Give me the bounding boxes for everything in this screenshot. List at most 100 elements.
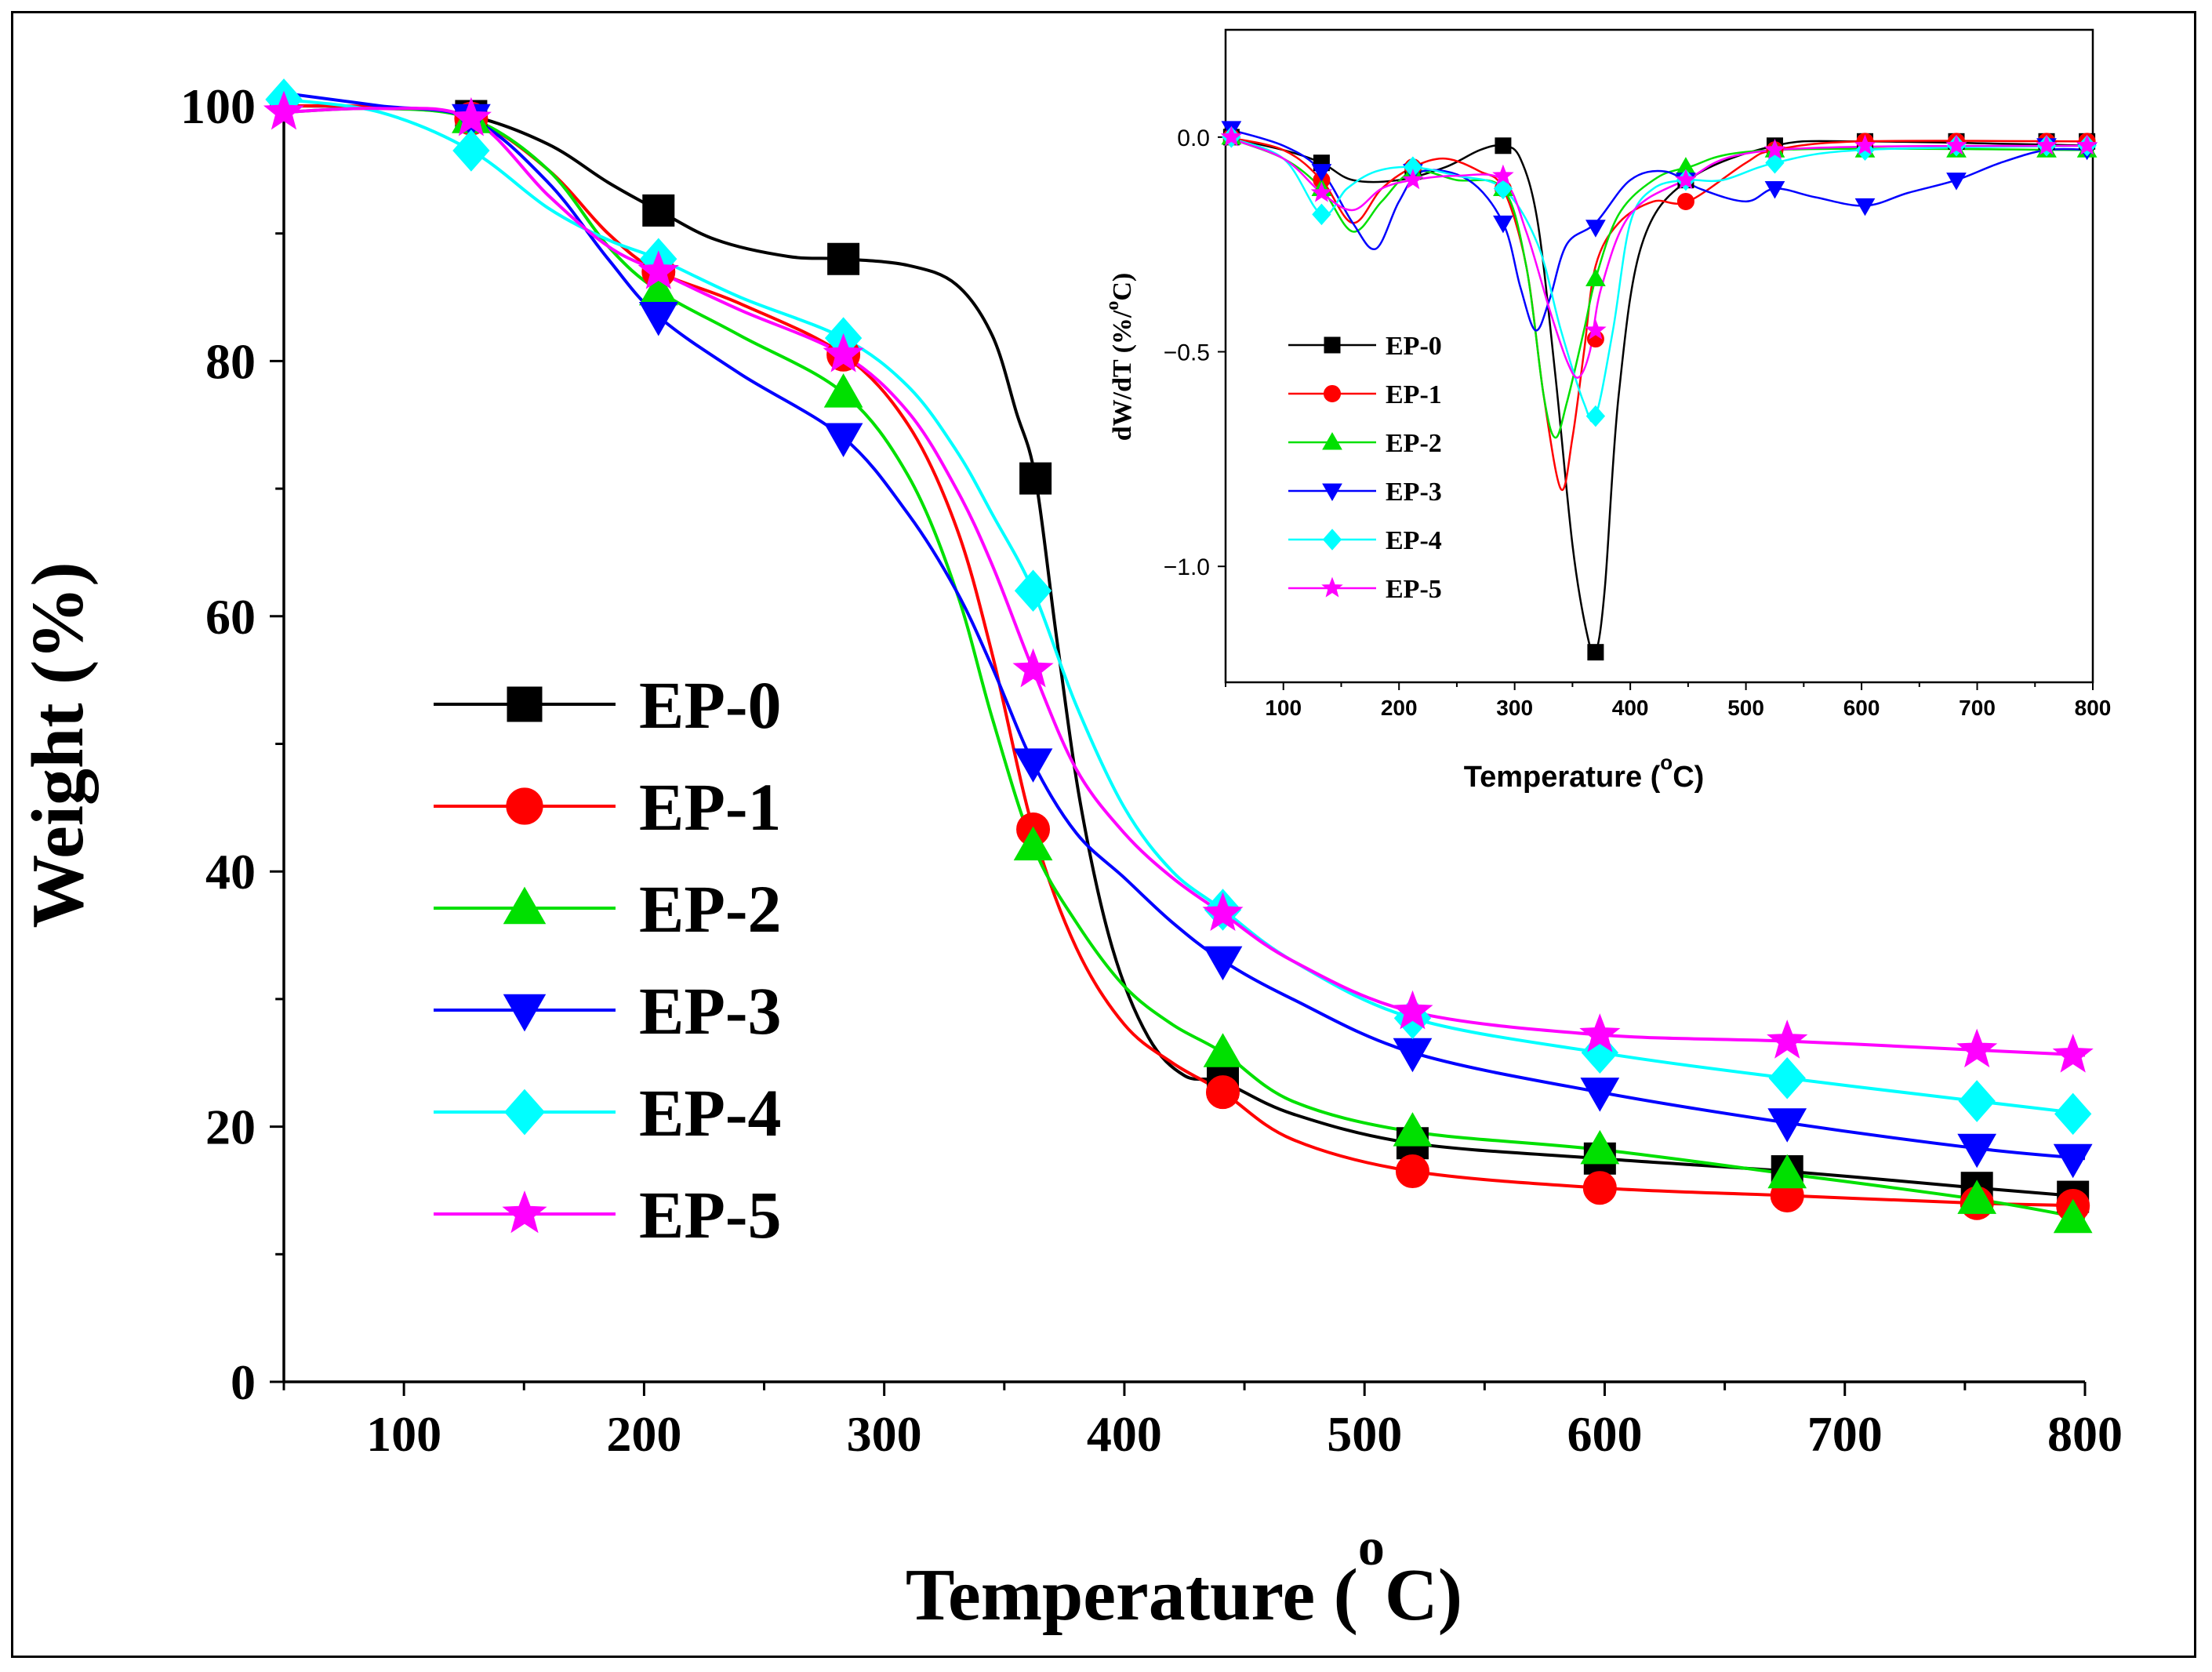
inset-marker-ep-0: [1495, 137, 1512, 154]
inset-series-line-ep-5: [1225, 136, 2094, 379]
main-marker-ep-2: [1580, 1129, 1620, 1165]
main-series-line-ep-4: [283, 97, 2086, 1116]
inset-marker-ep-0: [1587, 644, 1604, 661]
main-legend-marker-ep-0: [507, 686, 543, 722]
main-marker-ep-1: [1395, 1154, 1429, 1189]
inset-marker-ep-4: [1765, 151, 1785, 174]
main-x-tick-label: 700: [1807, 1406, 1883, 1462]
inset-series-line-ep-1: [1225, 136, 2094, 492]
main-legend-marker-ep-1: [506, 787, 543, 825]
main-x-tick-label: 800: [2047, 1406, 2123, 1462]
inset-marker-ep-3: [1585, 220, 1606, 238]
inset-x-tick-label: 100: [1265, 696, 1302, 720]
inset-marker-ep-2: [1585, 268, 1606, 286]
main-marker-ep-3: [1957, 1133, 1997, 1169]
main-marker-ep-5: [1202, 892, 1244, 932]
main-marker-ep-5: [823, 333, 864, 373]
inset-marker-ep-5: [1310, 181, 1333, 202]
inset-marker-ep-5: [1402, 169, 1424, 190]
inset-marker-ep-1: [1676, 192, 1694, 210]
inset-series-group: [1220, 121, 2098, 661]
main-axes: 100 200 300 400 500 600 700 800 0 20 40 60 80 100 Temp…: [17, 78, 2123, 1636]
main-marker-ep-4: [1768, 1057, 1806, 1100]
main-marker-ep-0: [642, 194, 675, 227]
inset-marker-ep-3: [1493, 215, 1513, 234]
inset-axes: 100 200 300 400 500 600 700 800 0.0 −0.5 −1.0 Tempe…: [1102, 28, 2112, 794]
inset-legend-label-ep-4: EP-4: [1386, 526, 1442, 555]
main-legend-marker-ep-2: [503, 886, 547, 925]
main-marker-ep-1: [1582, 1171, 1617, 1205]
main-marker-ep-5: [1579, 1013, 1621, 1052]
main-marker-ep-3: [638, 301, 678, 336]
main-legend-marker-ep-3: [503, 994, 547, 1032]
main-series-group: [263, 78, 2094, 1234]
main-x-tick-label: 300: [847, 1406, 922, 1462]
inset-marker-ep-5: [1763, 138, 1786, 159]
inset-marker-ep-5: [1585, 318, 1607, 340]
main-marker-ep-2: [1013, 826, 1053, 861]
inset-y-tick-label: −1.0: [1164, 554, 1210, 580]
main-marker-ep-5: [637, 250, 679, 289]
inset-legend-marker-ep-1: [1324, 385, 1341, 402]
main-x-tick-label: 100: [366, 1406, 441, 1462]
inset-legend-marker-ep-5: [1321, 576, 1343, 598]
main-legend-marker-ep-5: [502, 1190, 547, 1234]
main-marker-ep-4: [1958, 1080, 1996, 1122]
main-y-tick-label: 0: [231, 1354, 256, 1410]
inset-legend-label-ep-0: EP-0: [1386, 332, 1442, 361]
inset-x-tick-label: 800: [2075, 696, 2112, 720]
main-y-tick-label: 40: [205, 844, 256, 900]
inset-marker-ep-3: [1946, 173, 1967, 191]
main-marker-ep-2: [1393, 1112, 1433, 1147]
main-x-axis-title: Temperature (oC): [906, 1517, 1462, 1636]
inset-x-tick-label: 200: [1381, 696, 1418, 720]
inset-series-line-ep-0: [1225, 136, 2094, 656]
inset-legend-label-ep-1: EP-1: [1386, 380, 1442, 409]
main-legend: EP-0 EP-1 EP-2 EP-3 EP-4 EP-5: [434, 667, 782, 1252]
inset-x-tick-label: 700: [1959, 696, 1996, 720]
main-marker-ep-3: [1203, 946, 1243, 981]
figure-frame: [11, 11, 2196, 1658]
main-marker-ep-3: [823, 423, 863, 458]
inset-marker-ep-5: [1492, 164, 1514, 185]
main-marker-ep-2: [2053, 1198, 2093, 1234]
inset-marker-ep-4: [1585, 405, 1606, 427]
main-marker-ep-3: [2053, 1143, 2093, 1179]
inset-legend-marker-ep-0: [1324, 336, 1341, 354]
main-marker-ep-4: [2054, 1092, 2092, 1136]
inset-marker-ep-5: [1220, 125, 1243, 147]
inset-legend-marker-ep-4: [1322, 529, 1342, 551]
inset-y-axis-title: dW/dT (%/oC): [1102, 273, 1137, 442]
main-marker-ep-4: [1014, 569, 1052, 612]
main-y-axis-title: Weight (%): [17, 562, 99, 928]
main-marker-ep-5: [1012, 648, 1054, 688]
main-y-tick-label: 80: [205, 333, 256, 389]
main-marker-ep-0: [1019, 462, 1052, 495]
inset-marker-ep-4: [1312, 203, 1331, 226]
main-legend-label-ep-3: EP-3: [639, 973, 782, 1049]
main-y-tick-label: 60: [205, 589, 256, 645]
main-marker-ep-2: [1203, 1033, 1243, 1067]
main-legend-label-ep-5: EP-5: [639, 1177, 782, 1252]
inset-plot-frame: [1224, 28, 2094, 684]
inset-legend: EP-0 EP-1 EP-2 EP-3 EP-4 EP-5: [1288, 332, 1442, 604]
inset-legend-marker-ep-3: [1322, 483, 1342, 502]
main-x-tick-label: 500: [1327, 1406, 1402, 1462]
inset-legend-label-ep-2: EP-2: [1386, 429, 1442, 458]
main-x-tick-label: 600: [1567, 1406, 1642, 1462]
main-marker-ep-3: [1013, 748, 1053, 783]
main-legend-label-ep-1: EP-1: [639, 769, 782, 845]
inset-marker-ep-4: [1493, 177, 1513, 200]
main-y-tick-label: 20: [205, 1100, 256, 1155]
inset-legend-marker-ep-2: [1322, 431, 1342, 450]
inset-x-tick-label: 300: [1496, 696, 1533, 720]
main-marker-ep-2: [1767, 1154, 1807, 1189]
main-y-tick-label: 100: [180, 78, 256, 134]
main-marker-ep-5: [1956, 1028, 1998, 1068]
inset-marker-ep-3: [1764, 181, 1785, 199]
inset-legend-label-ep-3: EP-3: [1386, 478, 1442, 507]
inset-y-tick-label: −0.5: [1164, 340, 1210, 366]
main-marker-ep-1: [1206, 1075, 1240, 1110]
inset-series-line-ep-4: [1225, 136, 2094, 423]
